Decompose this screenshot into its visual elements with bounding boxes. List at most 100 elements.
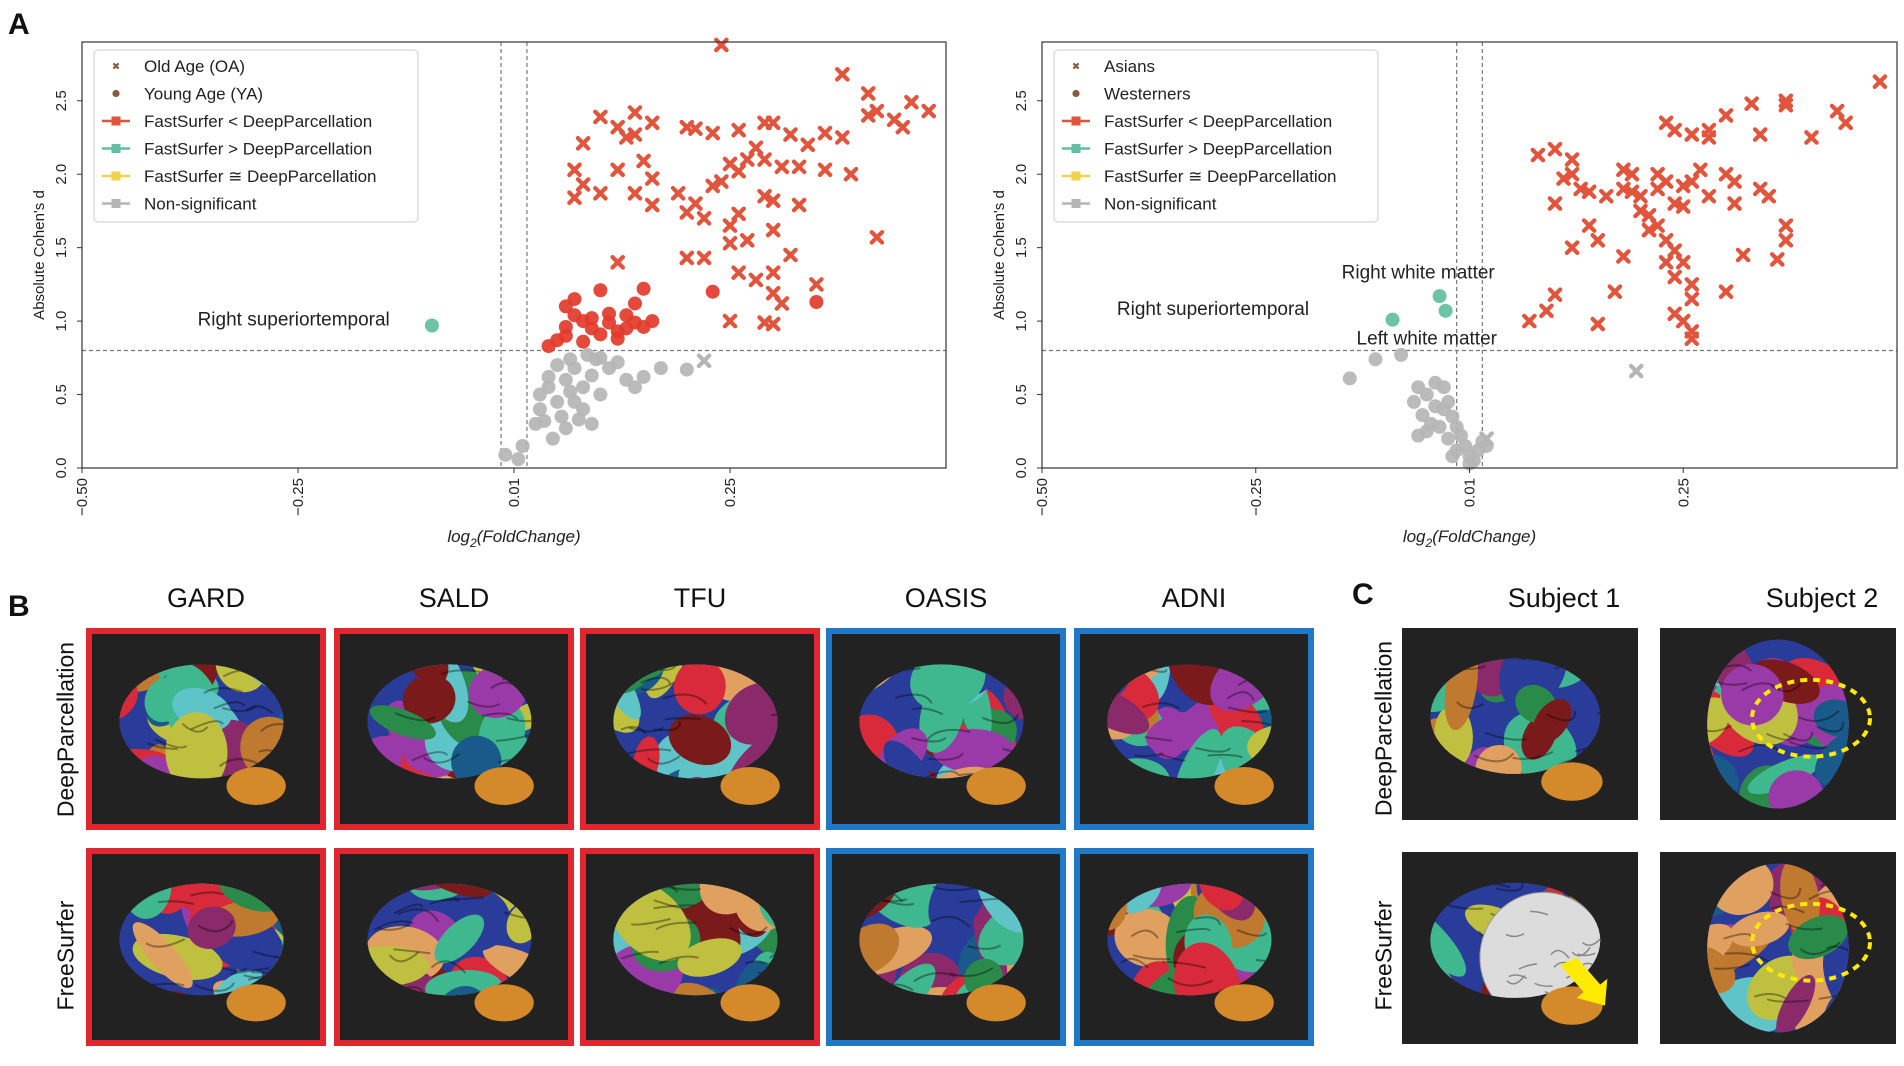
- chart1-red-x-point-12: [1684, 127, 1700, 142]
- chart1-red-x-point-45: [1650, 218, 1665, 233]
- chart0-red-x-point-49: [765, 193, 781, 208]
- chart0-red-x-point-70: [610, 255, 625, 270]
- chart0-red-dot-point-3: [558, 319, 573, 334]
- chart0-red-x-point-62: [765, 265, 781, 280]
- chart1-red-x-point-26: [1633, 203, 1648, 219]
- chart1-gray-dot-point-26: [1406, 394, 1421, 409]
- brain-illustration: [1107, 883, 1274, 1022]
- chart0-red-x-point-14: [705, 125, 721, 141]
- chart1-legend-marker-4: [1071, 171, 1081, 181]
- brain-illustration: [1707, 639, 1873, 809]
- chart1-red-x-point-16: [1564, 152, 1580, 167]
- brain-illustration: [859, 883, 1026, 1022]
- chart1-red-x-point-38: [1727, 174, 1742, 189]
- chart0-red-x-point-57: [722, 235, 738, 251]
- brain-tile-gard-deepparcellation: [86, 628, 326, 830]
- chart1-legend-label-5: Non-significant: [1104, 195, 1217, 214]
- chart1-red-x-point-6: [1744, 96, 1759, 111]
- chart1-red-x-point-53: [1684, 291, 1700, 307]
- brain-illustration: [1430, 882, 1608, 1025]
- chart0-gray-dot-point-2: [511, 452, 526, 467]
- chart0-red-x-point-5: [869, 103, 885, 119]
- chart0-gray-dot-point-12: [558, 372, 573, 387]
- scatter-chart-age: 0.0 0.5 1.0 1.5 2.0 2.5 −0.50 −0.25 0.01 0.25 Abso…: [31, 37, 947, 550]
- chart0-red-dot-point-21: [610, 331, 625, 346]
- chart0-xtick-label-1: −0.25: [290, 478, 307, 516]
- chart1-red-x-point-70: [1590, 316, 1606, 332]
- chart1-ylabel: Absolute Cohen's d: [991, 190, 1008, 320]
- panel-letter-b: B: [8, 590, 30, 623]
- chart0-red-dot-point-19: [558, 299, 573, 314]
- chart1-legend-label-2: FastSurfer < DeepParcellation: [1104, 112, 1332, 131]
- chart0-red-x-point-11: [627, 127, 643, 142]
- chart0-red-x-point-17: [765, 115, 781, 131]
- chart1-red-x-point-59: [1735, 247, 1751, 263]
- chart0-red-x-point-55: [739, 233, 755, 248]
- chart1-ytick-label-4: 2.0: [1013, 164, 1030, 185]
- chart0-red-x-point-24: [895, 119, 911, 135]
- row-header-c-freesurfer: FreeSurfer: [1370, 900, 1397, 1011]
- chart0-teal-dot-point-0: [424, 318, 439, 333]
- chart0-gray-x-point-0: [696, 353, 712, 369]
- chart0-red-x-point-37: [705, 178, 721, 194]
- chart1-teal-dot-point-2: [1438, 303, 1453, 318]
- brain-tile-sald-freesurfer: [334, 848, 574, 1046]
- brain-tile-subject1-deepparcellation: [1402, 628, 1638, 820]
- chart1-ytick-label-0: 0.0: [1013, 458, 1030, 479]
- chart0-red-x-point-41: [739, 152, 755, 167]
- chart1-ytick-label-2: 1.0: [1013, 311, 1030, 332]
- chart1-red-x-point-62: [1607, 284, 1623, 300]
- column-header-oasis: OASIS: [904, 583, 988, 613]
- chart1-red-x-point-7: [1718, 108, 1734, 123]
- chart1-gray-dot-point-23: [1462, 456, 1477, 471]
- chart0-legend-marker-5: [111, 199, 121, 208]
- chart1-legend-box: [1053, 49, 1379, 223]
- column-header-sald: SALD: [418, 583, 490, 613]
- chart0-red-x-point-7: [627, 105, 643, 120]
- brain-illustration: [613, 664, 780, 805]
- chart0-red-x-point-38: [714, 174, 729, 189]
- chart1-red-x-point-66: [1522, 313, 1537, 329]
- chart0-red-x-point-50: [791, 197, 807, 213]
- chart1-red-x-point-18: [1556, 171, 1571, 186]
- chart0-red-x-point-2: [904, 94, 919, 110]
- column-header-tfu: TFU: [673, 583, 727, 613]
- chart0-red-dot-point-15: [627, 296, 642, 311]
- chart1-red-x-point-48: [1667, 243, 1682, 258]
- cerebellum: [1214, 984, 1274, 1022]
- cerebellum: [474, 767, 534, 805]
- chart0-red-x-point-66: [774, 296, 790, 311]
- brain-tile-oasis-freesurfer: [826, 848, 1066, 1046]
- chart1-annotation-1: Right superiortemporal: [1117, 299, 1309, 320]
- chart1-gray-dot-point-19: [1432, 419, 1447, 434]
- chart0-red-x-point-31: [636, 153, 651, 169]
- chart1-red-x-point-20: [1581, 184, 1597, 200]
- brain-tile-subject2-deepparcellation: [1660, 628, 1896, 820]
- chart0-red-x-point-52: [696, 210, 712, 226]
- chart0-legend-box: [93, 49, 419, 223]
- chart0-red-x-point-28: [567, 190, 582, 206]
- row-header-deepparcellation: DeepParcellation: [52, 641, 79, 818]
- brain-illustration: [367, 664, 534, 805]
- chart1-gray-dot-point-17: [1415, 408, 1430, 423]
- chart1-red-x-point-63: [1564, 240, 1580, 255]
- brain-illustration: [1430, 658, 1603, 801]
- cerebellum: [226, 767, 286, 805]
- chart0-gray-dot-point-9: [550, 394, 565, 409]
- chart0-red-x-point-26: [567, 162, 582, 178]
- chart1-red-x-point-61: [1590, 233, 1606, 248]
- chart0-red-dot-point-24: [705, 284, 720, 299]
- chart0-red-x-point-69: [722, 313, 738, 329]
- cerebellum: [226, 984, 286, 1022]
- brain-tile-tfu-deepparcellation: [580, 628, 820, 830]
- chart0-xlabel-sub: 2: [469, 536, 477, 550]
- chart0-red-x-point-63: [783, 247, 798, 263]
- chart0-gray-dot-point-7: [541, 369, 556, 384]
- chart0-ytick-label-2: 1.0: [53, 311, 70, 332]
- brain-illustration: [367, 883, 534, 1022]
- chart0-red-x-point-60: [731, 265, 746, 280]
- chart0-red-x-point-19: [800, 137, 816, 153]
- chart0-red-x-point-53: [679, 205, 695, 220]
- brain-tile-gard-freesurfer: [86, 848, 326, 1046]
- chart1-red-x-point-34: [1684, 174, 1700, 189]
